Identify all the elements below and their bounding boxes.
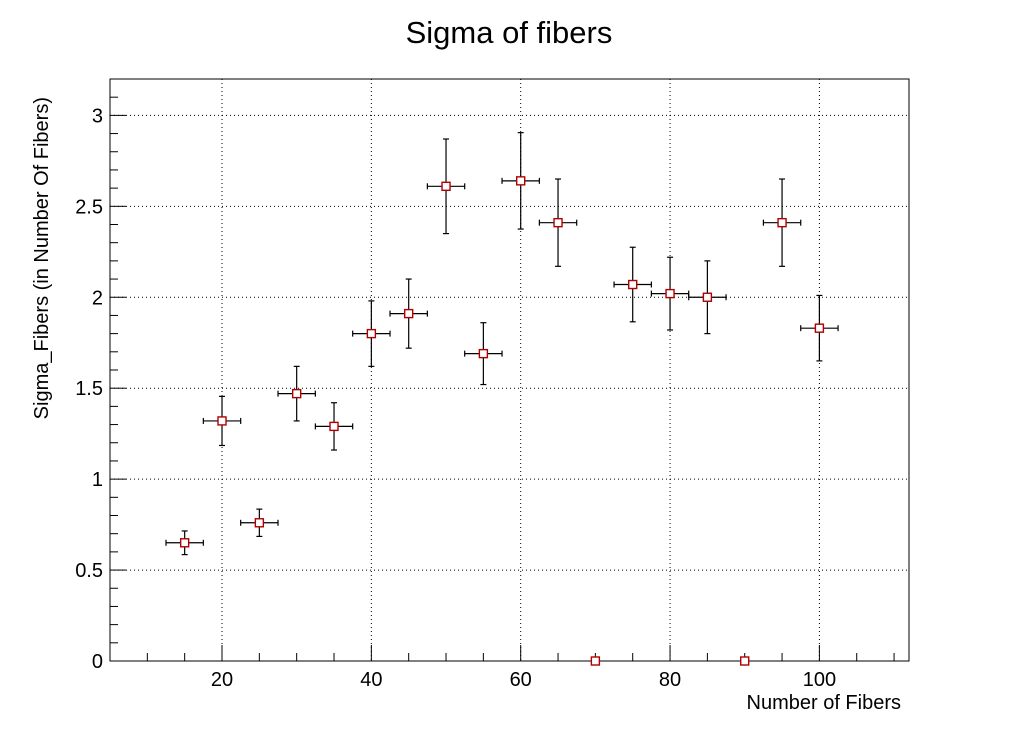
point-marker — [291, 388, 302, 399]
plot-frame — [109, 78, 910, 662]
point-marker — [179, 538, 190, 548]
x-tick-label: 80 — [659, 669, 681, 691]
point-marker — [441, 181, 451, 192]
data-point — [314, 402, 354, 451]
data-point — [202, 395, 242, 447]
data-point — [590, 656, 601, 666]
data-point — [800, 294, 839, 362]
axis-tick-labels: 20 40 60 80 100 0 0.5 1 1.5 2 2.5 3 — [75, 105, 836, 691]
data-point — [426, 138, 466, 235]
point-marker — [254, 518, 265, 528]
point-marker — [814, 323, 825, 333]
x-tick-label: 20 — [211, 669, 233, 691]
y-tick-label: 2 — [92, 287, 103, 309]
data-point — [240, 508, 279, 538]
x-axis-label: Number of Fibers — [747, 692, 902, 714]
chart-title: Sigma of fibers — [406, 15, 613, 50]
point-marker — [777, 217, 787, 228]
data-point — [613, 246, 652, 323]
point-marker — [702, 292, 713, 302]
data-point — [650, 256, 690, 331]
point-marker — [329, 421, 339, 432]
y-axis-label: Sigma_Fibers (in Number Of Fibers) — [31, 97, 53, 419]
data-point — [165, 530, 204, 556]
data-point — [740, 656, 750, 666]
point-marker — [590, 656, 601, 666]
y-tick-label: 3 — [92, 105, 103, 127]
point-marker — [478, 348, 489, 359]
data-point — [501, 132, 540, 230]
data-point — [538, 178, 578, 267]
x-tick-label: 40 — [360, 669, 382, 691]
point-marker — [403, 308, 414, 319]
point-marker — [628, 279, 638, 290]
axis-ticks — [110, 78, 895, 662]
y-tick-label: 1.5 — [75, 378, 103, 400]
y-tick-label: 1 — [92, 469, 103, 491]
point-marker — [553, 217, 563, 228]
x-tick-label: 60 — [510, 669, 532, 691]
data-points — [165, 132, 839, 666]
point-marker — [366, 328, 377, 339]
data-point — [688, 260, 727, 335]
y-tick-label: 0.5 — [75, 560, 103, 582]
data-point — [277, 365, 316, 422]
y-tick-label: 0 — [92, 651, 103, 673]
point-marker — [516, 176, 526, 186]
data-point — [352, 300, 391, 367]
data-point — [464, 322, 503, 386]
data-point — [762, 178, 802, 267]
point-marker — [665, 288, 675, 299]
data-point — [389, 278, 428, 349]
x-tick-label: 100 — [803, 669, 836, 691]
point-marker — [217, 416, 227, 426]
point-marker — [740, 656, 750, 666]
grid — [110, 79, 909, 661]
y-tick-label: 2.5 — [75, 196, 103, 218]
